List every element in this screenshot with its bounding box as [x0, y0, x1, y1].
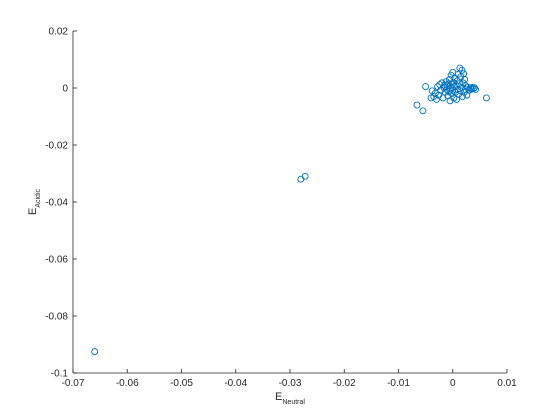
data-point — [91, 348, 99, 356]
x-tick-label: -0.03 — [279, 378, 302, 389]
data-point — [458, 66, 466, 74]
data-point — [471, 84, 478, 92]
x-tick-label: -0.06 — [116, 378, 139, 389]
data-point — [459, 93, 466, 101]
y-axis-label-sub: Acidic — [35, 188, 42, 207]
y-axis-label-main: E — [27, 208, 39, 215]
data-point — [482, 94, 490, 102]
data-point — [467, 85, 475, 93]
data-point — [462, 82, 470, 90]
data-points — [91, 64, 490, 356]
data-point — [448, 90, 456, 98]
data-point — [456, 64, 464, 72]
data-point — [419, 107, 427, 115]
x-tick-label: -0.05 — [170, 378, 193, 389]
x-axis-label: ENeutral — [275, 391, 305, 406]
data-point — [422, 83, 430, 91]
data-point — [444, 80, 452, 88]
data-point — [472, 85, 479, 93]
data-point — [455, 80, 463, 88]
x-tick-label: -0.01 — [387, 378, 410, 389]
x-tick-label: 0 — [450, 378, 456, 389]
y-tick-label: -0.08 — [45, 312, 68, 323]
y-tick-label: -0.06 — [45, 255, 68, 266]
x-tick-label: -0.07 — [62, 378, 85, 389]
x-ticks: -0.07 -0.06 -0.05 -0.04 -0.03 -0.02 -0.01 0 0.01 — [62, 369, 517, 389]
y-tick-label: 0 — [62, 84, 68, 95]
y-ticks: -0.1 -0.08 -0.06 -0.04 -0.02 0 0.02 — [45, 27, 77, 380]
data-point — [301, 172, 309, 180]
y-tick-label: -0.04 — [45, 198, 68, 209]
y-axis-label: EAcidic — [27, 188, 42, 215]
data-point — [456, 87, 464, 95]
data-point — [413, 101, 421, 109]
y-tick-label: -0.1 — [51, 369, 69, 380]
y-tick-label: 0.02 — [49, 27, 69, 38]
x-tick-label: 0.01 — [497, 378, 517, 389]
data-point — [441, 81, 449, 89]
x-tick-label: -0.04 — [224, 378, 247, 389]
y-tick-label: -0.02 — [45, 141, 68, 152]
x-axis-label-main: E — [275, 391, 282, 403]
x-axis-label-sub: Neutral — [282, 399, 305, 406]
x-tick-label: -0.02 — [333, 378, 356, 389]
data-point — [433, 95, 440, 103]
